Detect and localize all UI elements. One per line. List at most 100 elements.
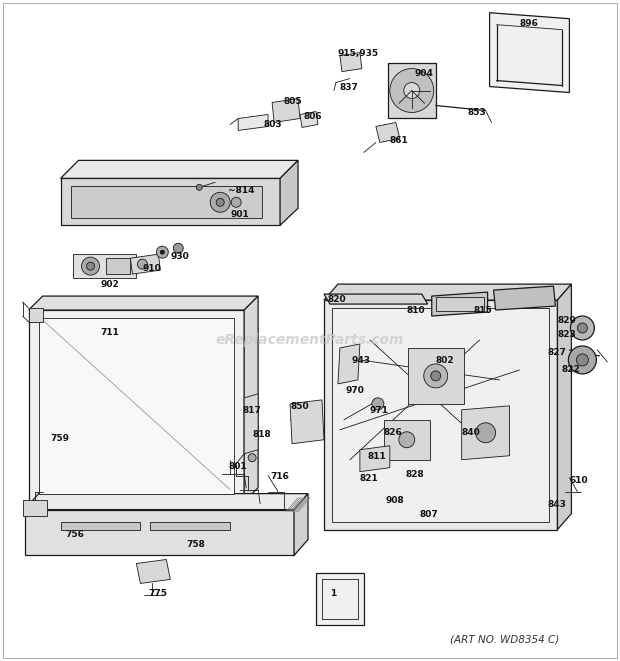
Text: 815: 815 — [474, 306, 492, 315]
Circle shape — [431, 371, 441, 381]
Polygon shape — [23, 500, 46, 516]
Text: 823: 823 — [557, 330, 576, 339]
Circle shape — [216, 198, 224, 206]
Polygon shape — [294, 494, 308, 555]
Text: ~814: ~814 — [228, 186, 255, 195]
Circle shape — [423, 364, 448, 388]
Circle shape — [231, 197, 241, 208]
Polygon shape — [238, 114, 268, 130]
Text: 930: 930 — [170, 253, 189, 261]
Circle shape — [390, 69, 434, 112]
Polygon shape — [130, 254, 161, 274]
Text: 837: 837 — [340, 83, 359, 92]
Polygon shape — [324, 300, 557, 529]
Polygon shape — [462, 406, 510, 459]
Text: 908: 908 — [386, 496, 405, 504]
Text: eReplacementParts.com: eReplacementParts.com — [216, 333, 404, 347]
Polygon shape — [494, 286, 556, 310]
Polygon shape — [73, 254, 136, 278]
Polygon shape — [29, 310, 244, 502]
Text: 801: 801 — [228, 461, 247, 471]
Polygon shape — [316, 574, 364, 625]
Circle shape — [372, 398, 384, 410]
Text: 827: 827 — [547, 348, 566, 357]
Polygon shape — [280, 161, 298, 225]
Circle shape — [87, 262, 94, 270]
Text: 1: 1 — [330, 590, 336, 598]
Polygon shape — [290, 400, 324, 444]
Circle shape — [81, 257, 99, 275]
Text: 759: 759 — [51, 434, 69, 443]
Circle shape — [404, 83, 420, 98]
Polygon shape — [25, 510, 294, 555]
Text: 758: 758 — [186, 539, 205, 549]
Text: 817: 817 — [242, 406, 261, 415]
Circle shape — [156, 246, 168, 258]
Circle shape — [248, 453, 256, 461]
Text: 910: 910 — [143, 264, 161, 273]
Text: 805: 805 — [283, 97, 302, 106]
Polygon shape — [38, 318, 234, 494]
Text: 803: 803 — [263, 120, 281, 130]
Circle shape — [161, 250, 164, 254]
Text: 843: 843 — [547, 500, 566, 508]
Text: 971: 971 — [370, 406, 389, 415]
Polygon shape — [408, 348, 464, 404]
Text: 716: 716 — [270, 472, 289, 481]
Circle shape — [570, 316, 595, 340]
Text: 915,935: 915,935 — [337, 49, 378, 58]
Text: 896: 896 — [520, 19, 538, 28]
Text: 802: 802 — [436, 356, 454, 365]
Polygon shape — [324, 284, 572, 300]
Circle shape — [138, 259, 148, 269]
Text: 820: 820 — [328, 295, 347, 304]
Text: 822: 822 — [562, 365, 580, 374]
Polygon shape — [324, 294, 428, 304]
Polygon shape — [272, 98, 300, 122]
Polygon shape — [432, 292, 487, 316]
Circle shape — [210, 192, 230, 212]
Text: 850: 850 — [290, 402, 309, 411]
Circle shape — [197, 184, 202, 190]
Circle shape — [174, 243, 184, 253]
Text: 775: 775 — [148, 590, 167, 598]
Polygon shape — [244, 296, 258, 502]
Text: 610: 610 — [569, 476, 588, 485]
Circle shape — [577, 323, 587, 333]
Polygon shape — [338, 344, 360, 384]
Text: 810: 810 — [407, 306, 425, 315]
Circle shape — [577, 354, 588, 366]
Polygon shape — [61, 178, 280, 225]
Text: 828: 828 — [405, 470, 425, 479]
Polygon shape — [557, 284, 572, 529]
Polygon shape — [25, 494, 308, 510]
Polygon shape — [29, 296, 258, 310]
Text: 901: 901 — [230, 210, 249, 219]
Polygon shape — [384, 420, 430, 459]
Bar — [107, 258, 130, 274]
Polygon shape — [340, 53, 362, 71]
Text: 840: 840 — [462, 428, 480, 437]
Polygon shape — [29, 308, 43, 322]
Polygon shape — [136, 559, 171, 584]
Text: (ART NO. WD8354 C): (ART NO. WD8354 C) — [450, 635, 559, 644]
Polygon shape — [244, 394, 258, 453]
Text: 943: 943 — [352, 356, 371, 365]
Text: 853: 853 — [467, 108, 487, 118]
Bar — [61, 522, 140, 529]
Circle shape — [399, 432, 415, 447]
Text: 807: 807 — [420, 510, 438, 519]
Polygon shape — [61, 161, 298, 178]
Polygon shape — [360, 446, 390, 472]
Text: 861: 861 — [390, 136, 409, 145]
Polygon shape — [388, 63, 436, 118]
Text: 818: 818 — [252, 430, 271, 439]
Bar — [436, 297, 484, 311]
Text: 806: 806 — [303, 112, 322, 122]
Polygon shape — [300, 112, 318, 128]
Polygon shape — [376, 122, 400, 142]
Text: 970: 970 — [346, 386, 365, 395]
Text: 829: 829 — [557, 316, 577, 325]
Bar — [151, 522, 230, 529]
Polygon shape — [490, 13, 569, 93]
